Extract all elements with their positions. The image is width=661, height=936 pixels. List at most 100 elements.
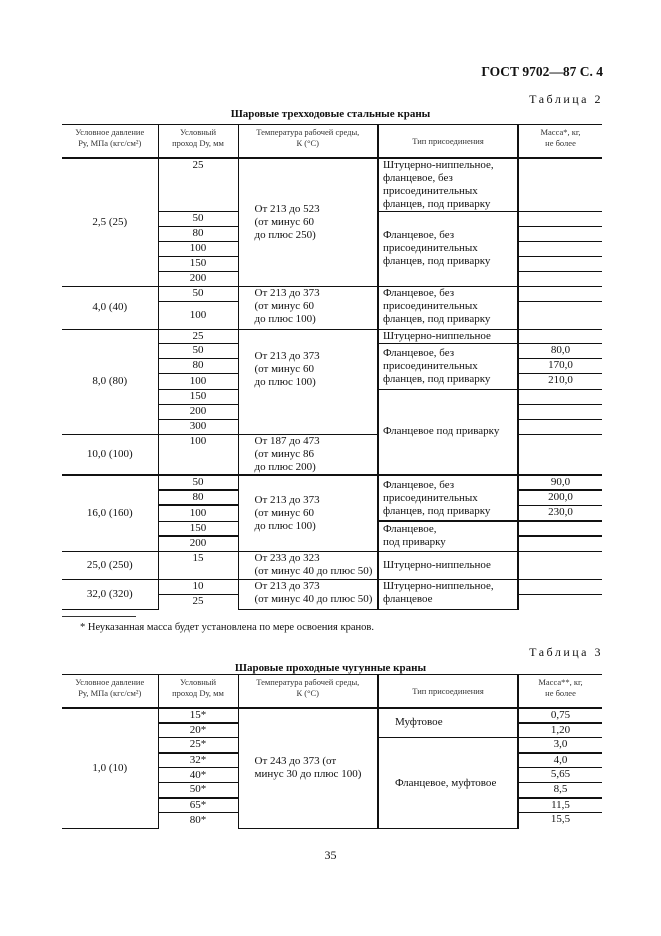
table-row: 8,0 (80) 25 От 213 до 373 (от минус 60 д…: [62, 328, 602, 435]
mass-cell: [517, 535, 602, 552]
bore-cell: 50: [158, 210, 239, 227]
table-row: 4,0 (40) 50 От 213 до 373 (от минус 60 д…: [62, 285, 602, 330]
table-row: 25: [62, 593, 602, 609]
bore-cell: 15*: [157, 707, 239, 723]
bore-cell: 80: [158, 357, 239, 374]
bore-cell: 32*: [158, 751, 239, 768]
table-row: 80* 15,5: [62, 812, 602, 829]
table-row: 65* 11,5: [62, 796, 602, 813]
table3-title: Шаровые проходные чугунные краны: [234, 662, 427, 674]
mass-cell: 90,0: [517, 474, 602, 491]
bore-cell: 50: [158, 342, 239, 359]
bore-cell: 50: [157, 285, 239, 302]
bore-cell: 40*: [158, 767, 239, 783]
mass-cell: [517, 593, 602, 609]
bore-cell: 80: [158, 225, 239, 242]
table-row: 300: [62, 418, 602, 435]
bore-cell: 15: [157, 550, 239, 580]
mass-cell: [517, 520, 602, 537]
table-row: 40* 5,65: [62, 767, 602, 783]
header-bore: Условный проход Dу, мм: [157, 674, 239, 709]
table-row: 50* 8,5: [62, 782, 602, 798]
mass-cell: 80,0: [517, 342, 602, 359]
table-header-row: Условное давление Pу, МПа (кгс/см²) Усло…: [62, 124, 602, 159]
header-connection: Тип присоединения: [377, 674, 519, 709]
bore-cell: 300: [158, 418, 239, 435]
pressure-cell: 2,5 (25): [62, 157, 159, 287]
pressure-cell: 16,0 (160): [62, 474, 159, 552]
pressure-cell: 8,0 (80): [62, 328, 159, 435]
temperature-cell: От 233 до 323 (от минус 40 до плюс 50): [237, 550, 379, 580]
mass-cell: [517, 403, 602, 420]
bore-cell: 200: [158, 535, 239, 552]
mass-cell: 170,0: [517, 357, 602, 374]
bore-cell: 100: [158, 300, 239, 330]
mass-cell: 8,5: [517, 782, 602, 798]
table-row: 80 170,0: [62, 357, 602, 374]
bore-cell: 20*: [158, 721, 239, 738]
table-row: 200: [62, 535, 602, 552]
mass-cell: [517, 285, 602, 302]
pressure-cell: 32,0 (320): [62, 578, 159, 610]
table-row: 32* 4,0: [62, 751, 602, 768]
connection-cell: Фланцевое, без присоединительных фланцев…: [377, 285, 519, 330]
temperature-cell: От 213 до 373 (от минус 40 до плюс 50): [237, 578, 379, 610]
bore-cell: 25*: [158, 737, 239, 753]
mass-cell: [517, 210, 602, 227]
pressure-cell: 1,0 (10): [62, 707, 159, 829]
table2-title: Шаровые трехходовые стальные краны: [230, 108, 431, 120]
connection-cell: Штуцерно-ниппельное, фланцевое, без прис…: [377, 157, 519, 212]
mass-cell: 1,20: [517, 721, 602, 738]
header-connection: Тип присоединения: [377, 124, 519, 159]
temperature-cell: От 243 до 373 (от минус 30 до плюс 100): [237, 707, 379, 829]
mass-cell: [517, 270, 602, 287]
connection-cell: Штуцерно-ниппельное: [377, 550, 519, 580]
pressure-cell: 4,0 (40): [62, 285, 159, 330]
header-temperature: Температура рабочей среды, К (°С): [237, 674, 379, 709]
document-header: ГОСТ 9702—87 С. 4: [481, 64, 603, 79]
bore-cell: 50: [157, 474, 239, 491]
table-row: 2,5 (25) 25 От 213 до 523 (от минус 60 д…: [62, 157, 602, 287]
mass-cell: 210,0: [517, 372, 602, 390]
header-pressure: Условное давление Pу, МПа (кгс/см²): [62, 674, 159, 709]
mass-cell: 11,5: [517, 796, 602, 813]
header-bore: Условный проход Dу, мм: [157, 124, 239, 159]
mass-cell: [517, 255, 602, 272]
mass-cell: [517, 550, 602, 580]
bore-cell: 25: [157, 157, 239, 212]
temperature-cell: От 187 до 473 (от минус 86 до плюс 200): [237, 433, 379, 476]
table-row: 200: [62, 270, 602, 287]
bore-cell: 25: [158, 593, 239, 609]
header-temperature: Температура рабочей среды, К (°С): [237, 124, 379, 159]
table-row: 50 Фланцевое, без присоединительных флан…: [62, 210, 602, 287]
bore-cell: 100: [158, 240, 239, 257]
temperature-cell: От 213 до 373 (от минус 60 до плюс 100): [237, 474, 379, 552]
bore-cell: 65*: [158, 796, 239, 813]
mass-cell: [517, 388, 602, 405]
connection-cell: Фланцевое, без присоединительных фланцев…: [377, 342, 519, 390]
mass-cell: 0,75: [517, 707, 602, 723]
bore-cell: 150: [158, 388, 239, 405]
footnote-divider: [62, 616, 136, 617]
connection-cell: Фланцевое, без присоединительных фланцев…: [377, 210, 519, 287]
table-row: 32,0 (320) 10 От 213 до 373 (от минус 40…: [62, 578, 602, 610]
table-row: 150 Фланцевое, под приварку: [62, 520, 602, 552]
table3-label: Таблица 3: [529, 645, 603, 659]
mass-cell: 4,0: [517, 751, 602, 768]
mass-cell: 3,0: [517, 737, 602, 753]
bore-cell: 150: [158, 520, 239, 537]
connection-cell: Фланцевое, муфтовое: [377, 737, 519, 829]
bore-cell: 10: [157, 578, 239, 595]
connection-cell: Штуцерно-ниппельное, фланцевое: [377, 578, 519, 610]
table2: Условное давление Pу, МПа (кгс/см²) Усло…: [62, 124, 602, 610]
pressure-cell: 25,0 (250): [62, 550, 159, 580]
mass-cell: 230,0: [517, 504, 602, 522]
table-row: 80: [62, 225, 602, 242]
page-number: 35: [324, 848, 337, 862]
temperature-cell: От 213 до 373 (от минус 60 до плюс 100): [237, 328, 379, 435]
mass-cell: [517, 578, 602, 595]
bore-cell: 80*: [158, 812, 239, 829]
pressure-cell: 10,0 (100): [62, 433, 159, 476]
mass-cell: [517, 225, 602, 242]
